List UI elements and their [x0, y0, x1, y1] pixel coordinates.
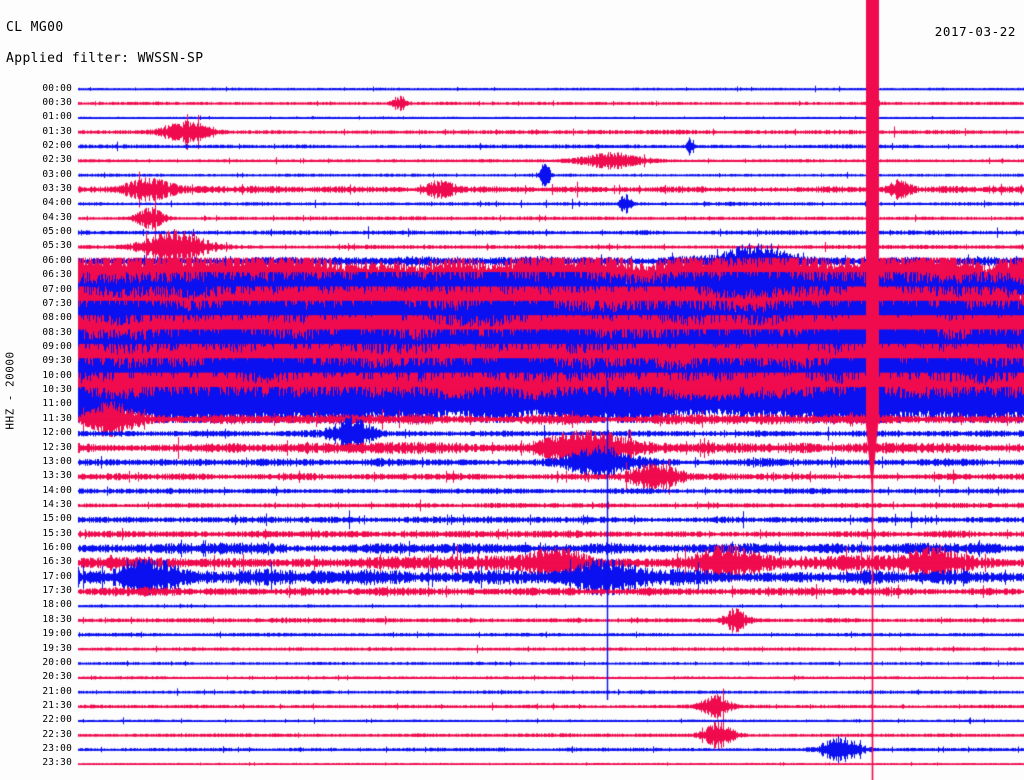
seismogram-trace-canvas [0, 0, 1024, 780]
helicorder-page: CL MG00 Applied filter: WWSSN-SP 2017-03… [0, 0, 1024, 780]
